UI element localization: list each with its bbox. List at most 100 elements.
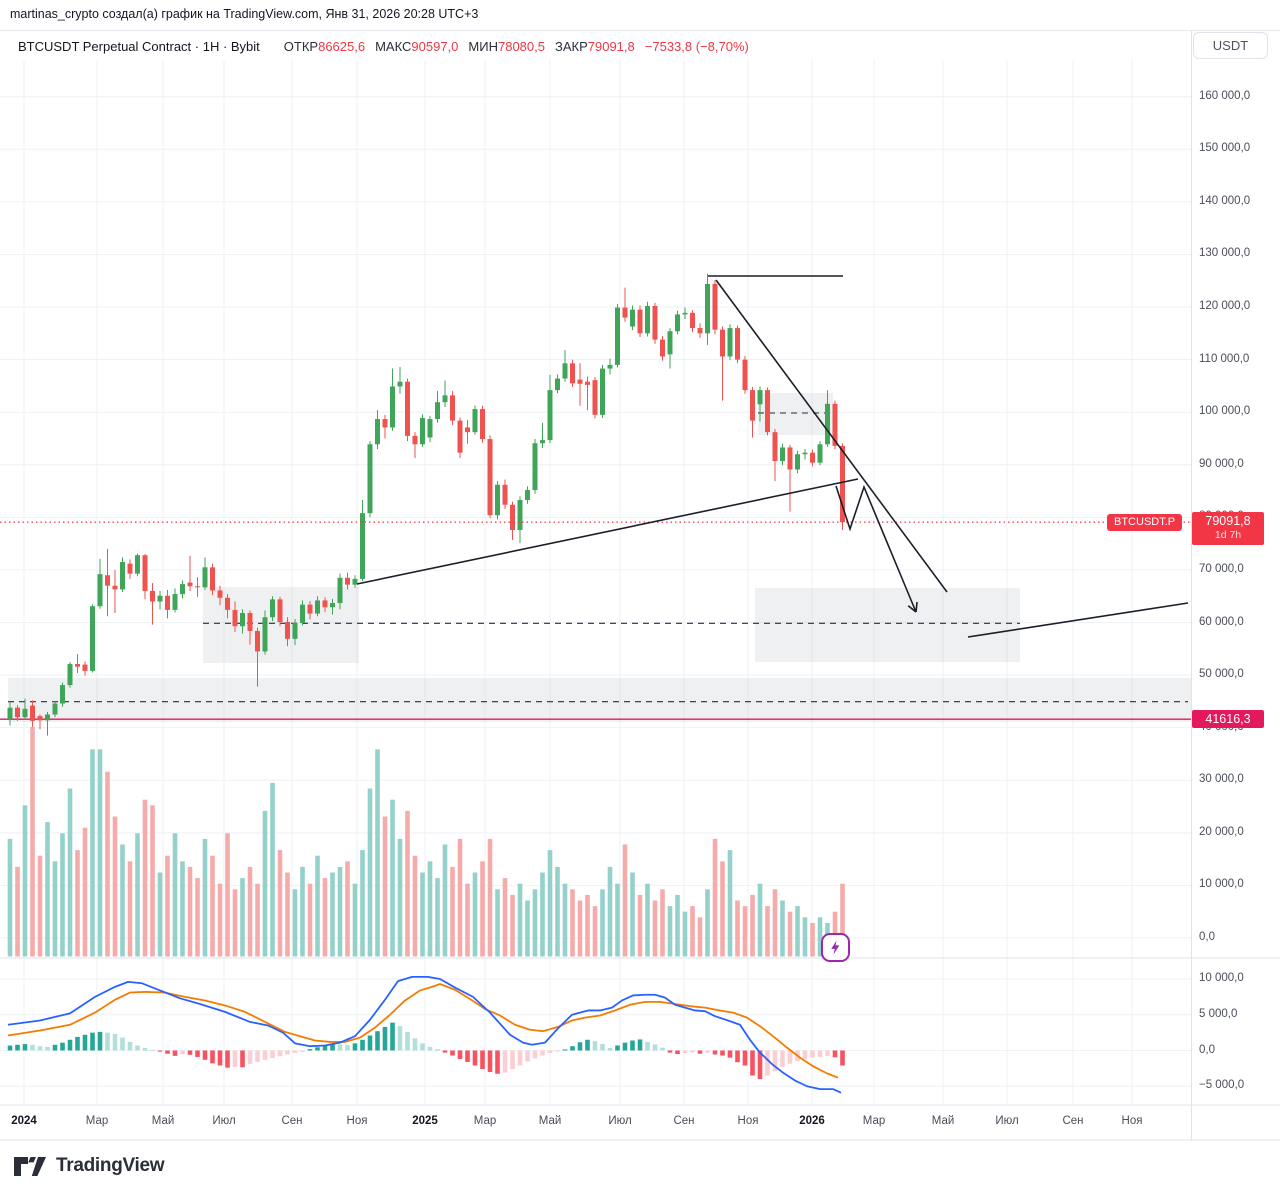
- macd-histogram-bar: [667, 1050, 673, 1053]
- macd-histogram-bar: [420, 1043, 425, 1051]
- volume-bar: [22, 805, 28, 957]
- candle-body: [165, 595, 170, 610]
- support-resistance-zone[interactable]: [758, 393, 833, 435]
- price-line-symbol-flag[interactable]: BTCUSDT.P: [1107, 514, 1183, 531]
- time-tick-label: 2024: [11, 1115, 37, 1127]
- tradingview-mark-icon: [14, 1156, 46, 1176]
- support-resistance-zone[interactable]: [8, 678, 1191, 722]
- macd-histogram-bar: [517, 1050, 523, 1066]
- candle-body: [397, 381, 403, 387]
- volume-bar: [180, 861, 185, 957]
- time-tick-label: Июл: [995, 1115, 1019, 1127]
- volume-bar: [652, 900, 658, 957]
- macd-histogram-bar: [757, 1050, 763, 1080]
- volume-bar: [412, 855, 418, 957]
- candle-body: [720, 329, 725, 357]
- candle-body: [540, 440, 545, 444]
- volume-bar: [810, 922, 815, 957]
- macd-histogram-bar: [382, 1026, 388, 1051]
- volume-bar: [480, 861, 485, 957]
- macd-histogram-bar: [232, 1050, 238, 1067]
- candle-body: [262, 617, 268, 652]
- volume-bar: [615, 883, 620, 957]
- candle-body: [82, 664, 88, 671]
- volume-bar: [727, 850, 733, 957]
- macd-histogram-bar: [15, 1044, 20, 1051]
- candle-body: [592, 380, 598, 415]
- candle-body: [285, 621, 290, 639]
- macd-histogram-bar: [555, 1050, 560, 1052]
- candlestick-layer: [7, 273, 845, 736]
- macd-histogram-bar: [60, 1042, 65, 1051]
- volume-bar: [502, 878, 508, 957]
- arrowhead-icon: [907, 605, 917, 613]
- tradingview-logo[interactable]: TradingView: [13, 1155, 165, 1177]
- descending-trendline[interactable]: [715, 279, 948, 593]
- macd-histogram-bar: [202, 1050, 208, 1060]
- flash-idea-badge[interactable]: [821, 933, 850, 962]
- macd-histogram-bar: [225, 1050, 230, 1068]
- volume-bar: [67, 788, 73, 957]
- currency-toggle-button[interactable]: USDT: [1193, 32, 1268, 59]
- volume-bar: [495, 889, 500, 957]
- volume-bar: [427, 861, 433, 957]
- high-label: МАКС: [375, 39, 412, 54]
- candle-body: [150, 590, 155, 602]
- time-tick-label: Мар: [473, 1115, 497, 1127]
- volume-bar: [712, 838, 718, 957]
- macd-tick-label: 5 000,0: [1199, 1007, 1238, 1020]
- macd-histogram-bar: [142, 1047, 148, 1051]
- volume-bar: [675, 894, 680, 957]
- price-tick-label: 70 000,0: [1199, 562, 1244, 575]
- volume-bar: [307, 883, 313, 957]
- candle-body: [495, 484, 500, 516]
- macd-histogram-bar: [345, 1045, 350, 1051]
- ascending-trendline[interactable]: [356, 478, 859, 585]
- macd-histogram-bar: [255, 1050, 260, 1062]
- macd-tick-label: 10 000,0: [1199, 972, 1244, 984]
- time-tick-label: Мар: [85, 1115, 109, 1127]
- volume-bar: [802, 917, 808, 957]
- time-tick-label: Май: [538, 1115, 562, 1127]
- candle-body: [172, 594, 178, 610]
- candle-body: [405, 381, 410, 436]
- macd-histogram-bar: [352, 1043, 358, 1051]
- support-resistance-zone[interactable]: [755, 588, 1020, 662]
- chart-legend[interactable]: BTCUSDT Perpetual Contract · 1H · Bybit …: [18, 39, 749, 54]
- drawings-layer: [356, 275, 1189, 638]
- macd-histogram-bar: [292, 1050, 298, 1054]
- candle-body: [360, 513, 365, 579]
- volume-bar: [367, 788, 373, 957]
- macd-histogram-bar: [802, 1050, 808, 1060]
- candle-body: [97, 574, 103, 607]
- candle-body: [120, 562, 125, 590]
- horizontal-level-axis-label[interactable]: 41616,3: [1192, 710, 1264, 728]
- macd-histogram-bar: [712, 1050, 718, 1055]
- price-tick-label: 120 000,0: [1199, 300, 1251, 313]
- candle-body: [727, 328, 733, 357]
- macd-histogram-bar: [675, 1050, 680, 1055]
- projection-zigzag-arrow[interactable]: [835, 484, 917, 613]
- candle-body: [442, 395, 448, 403]
- volume-bar: [270, 782, 275, 957]
- last-price-axis-label[interactable]: 79091,8 1d 7h: [1192, 512, 1264, 545]
- candle-body: [600, 368, 605, 415]
- time-tick-label: Июл: [608, 1115, 632, 1127]
- time-tick-label: Ноя: [1121, 1115, 1143, 1127]
- candle-body: [45, 714, 50, 721]
- macd-histogram-bar: [720, 1050, 725, 1056]
- volume-bar: [277, 850, 283, 957]
- candle-body: [817, 444, 823, 463]
- candle-body: [472, 409, 478, 433]
- future-support-trendline[interactable]: [967, 602, 1189, 638]
- volume-bar: [607, 866, 613, 957]
- candle-body: [547, 390, 553, 441]
- time-tick-label: Сен: [1062, 1115, 1084, 1127]
- macd-histogram-bar: [457, 1050, 463, 1060]
- macd-histogram-bar: [585, 1039, 590, 1051]
- macd-histogram-bar: [525, 1050, 530, 1062]
- macd-histogram-bar: [330, 1044, 335, 1051]
- macd-histogram-bar: [727, 1050, 733, 1058]
- close-value: 79091,8: [587, 39, 635, 54]
